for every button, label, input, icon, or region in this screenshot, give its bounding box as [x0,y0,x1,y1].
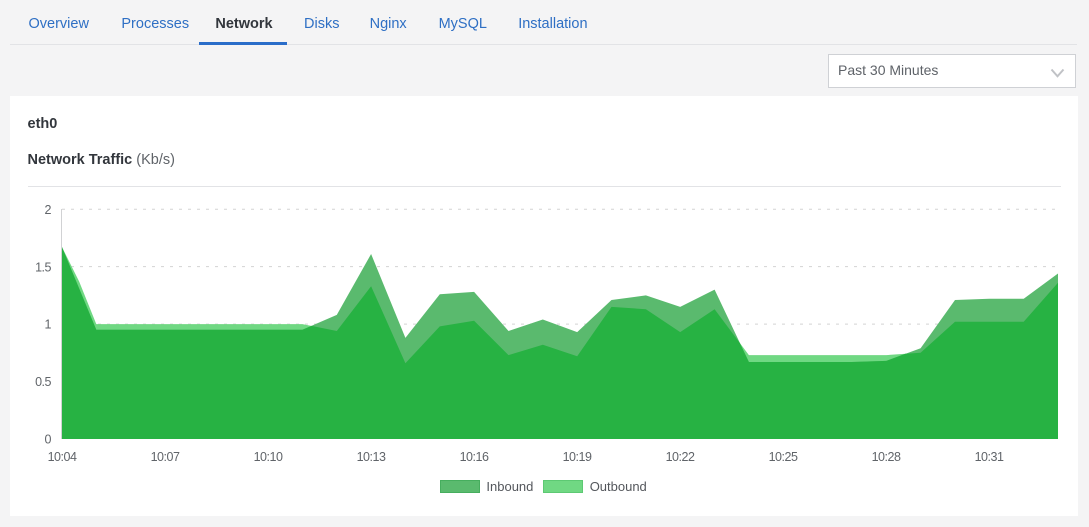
svg-text:1.5: 1.5 [35,260,51,274]
svg-text:10:19: 10:19 [563,450,592,464]
svg-text:10:22: 10:22 [666,450,695,464]
svg-text:10:10: 10:10 [254,450,283,464]
svg-text:10:16: 10:16 [460,450,489,464]
svg-text:10:31: 10:31 [975,450,1004,464]
svg-text:10:13: 10:13 [357,450,386,464]
svg-text:10:25: 10:25 [769,450,798,464]
svg-text:0.5: 0.5 [35,375,51,389]
svg-text:10:07: 10:07 [151,450,180,464]
svg-text:2: 2 [45,203,52,217]
svg-text:0: 0 [45,433,52,447]
svg-text:1: 1 [45,318,52,332]
svg-text:10:28: 10:28 [872,450,901,464]
svg-text:10:04: 10:04 [48,450,77,464]
